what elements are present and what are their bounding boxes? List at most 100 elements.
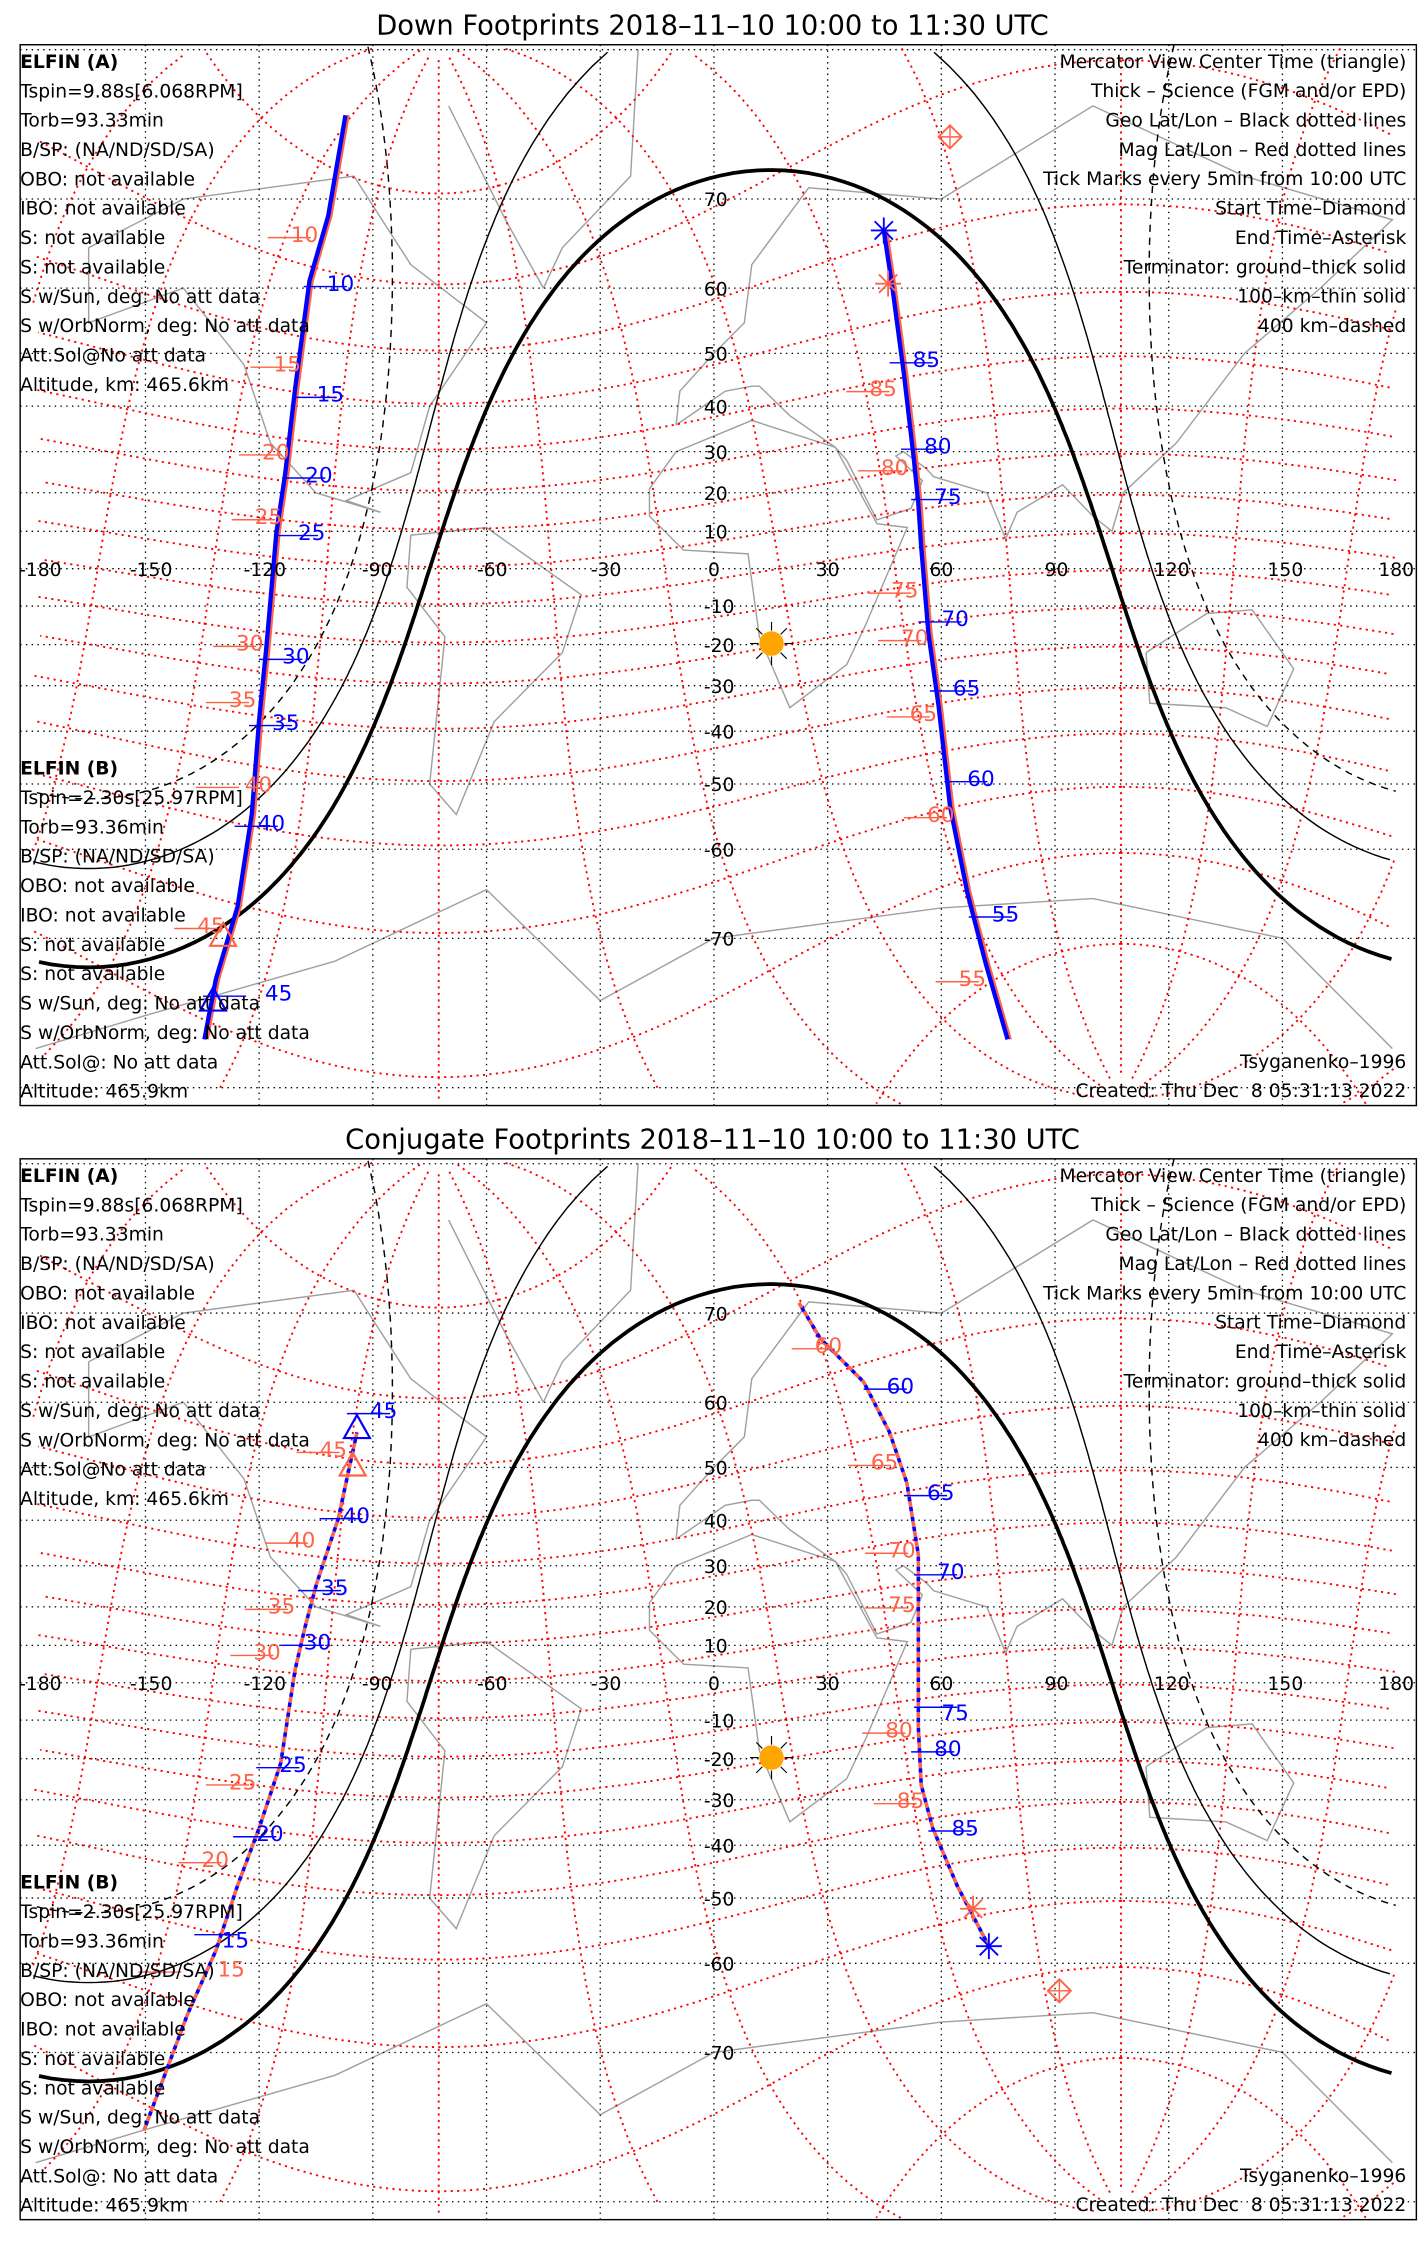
elfin-a-info-line: B/SP: (NA/ND/SD/SA) xyxy=(20,1254,214,1275)
start-time-diamond-icon xyxy=(937,124,963,150)
lat-label: -70 xyxy=(704,2044,735,2065)
time-tick-label: 65 xyxy=(910,702,937,727)
elfin-a-info-line: Altitude, km: 465.6km xyxy=(20,375,229,396)
lat-label: -60 xyxy=(704,840,735,861)
elfin-a-info-line: Att.Sol@No att data xyxy=(20,346,206,367)
legend-line: Mercator View Center Time (triangle) xyxy=(1060,52,1407,73)
lat-label: -50 xyxy=(704,1889,735,1910)
legend-line: Mercator View Center Time (triangle) xyxy=(1060,1166,1407,1187)
time-tick-label: 45 xyxy=(197,914,224,939)
mag-meridian xyxy=(694,1169,1103,2202)
down-footprints-panel: Down Footprints 2018–11–10 10:00 to 11:3… xyxy=(19,11,1418,1107)
time-tick-label: 25 xyxy=(279,1753,306,1778)
elfin-b-info-line: Att.Sol@: No att data xyxy=(20,1052,218,1073)
terminator-ground xyxy=(38,168,1392,970)
terminator-100km xyxy=(32,1165,1391,1984)
time-tick-label: 40 xyxy=(258,812,285,837)
lon-label: -60 xyxy=(477,560,508,581)
mag-meridian xyxy=(900,1162,1112,2195)
end-time-asterisk-icon xyxy=(875,270,902,297)
lon-label: -120 xyxy=(244,1674,286,1695)
terminator-100km xyxy=(32,51,1391,870)
lat-label: 30 xyxy=(704,443,728,464)
lat-label: 10 xyxy=(704,1637,728,1658)
time-tick-label: 40 xyxy=(288,1528,315,1553)
elfin-a-info-line: S: not available xyxy=(20,1342,165,1363)
mag-parallel xyxy=(33,852,1389,1079)
time-tick-label: 70 xyxy=(888,1539,915,1564)
mag-meridian xyxy=(505,1161,1099,2213)
map-frame xyxy=(19,44,1418,1107)
lon-label: 30 xyxy=(816,1674,840,1695)
mag-parallel xyxy=(36,1607,1390,1682)
elfin-b-name: ELFIN (B) xyxy=(20,759,118,780)
legend-line: Thick – Science (FGM and/or EPD) xyxy=(1090,1195,1406,1216)
lon-label: 0 xyxy=(708,1674,720,1695)
time-tick-label: 10 xyxy=(327,272,354,297)
map-frame xyxy=(19,1158,1418,2221)
created-timestamp: Created: Thu Dec 8 05:31:13 2022 xyxy=(1075,1081,1406,1102)
time-tick-label: 75 xyxy=(941,1701,968,1726)
elfin-a-info-line: Att.Sol@No att data xyxy=(20,1460,206,1481)
time-tick-label: 65 xyxy=(927,1481,954,1506)
lon-label: -150 xyxy=(130,1674,172,1695)
time-tick-label: 70 xyxy=(937,1560,964,1585)
time-tick-label: 25 xyxy=(229,1770,256,1795)
model-label: Tsyganenko–1996 xyxy=(1239,1052,1406,1073)
time-tick-label: 15 xyxy=(217,1957,244,1982)
time-tick-label: 85 xyxy=(897,1789,924,1814)
lat-label: 50 xyxy=(704,1459,728,1480)
elfin-b-info-line: Torb=93.36min xyxy=(19,817,164,838)
lat-label: -30 xyxy=(704,1791,735,1812)
legend-line: Geo Lat/Lon – Black dotted lines xyxy=(1105,110,1406,131)
time-tick-label: 15 xyxy=(222,1929,249,1954)
mag-parallel xyxy=(34,203,1387,352)
lon-label: 120 xyxy=(1154,560,1190,581)
legend-line: 100–km–thin solid xyxy=(1237,1401,1406,1422)
legend-line: Thick – Science (FGM and/or EPD) xyxy=(1090,81,1406,102)
lat-label: 20 xyxy=(704,484,728,505)
lon-label: -60 xyxy=(477,1674,508,1695)
mag-parallel xyxy=(38,59,1391,286)
time-tick-label: 75 xyxy=(891,578,918,603)
time-tick-label: 85 xyxy=(951,1816,978,1841)
time-tick-label: 40 xyxy=(343,1504,370,1529)
mag-parallel xyxy=(42,1566,1397,1645)
time-tick-label: 75 xyxy=(888,1593,915,1618)
coastline xyxy=(448,49,639,289)
lat-label: 70 xyxy=(704,190,728,211)
legend-line: 100–km–thin solid xyxy=(1237,287,1406,308)
mag-meridian xyxy=(31,1161,1395,2213)
elfin-a-info-line: S w/OrbNorm, deg: No att data xyxy=(20,1430,310,1451)
elfin-b-info-line: IBO: not available xyxy=(20,2020,186,2041)
elfin-b-track xyxy=(142,1431,359,2132)
mag-parallel xyxy=(42,452,1397,531)
time-tick-label: 65 xyxy=(953,676,980,701)
lon-label: -30 xyxy=(591,1674,622,1695)
elfin-a-info-line: S: not available xyxy=(20,257,165,278)
time-tick-label: 60 xyxy=(927,803,954,828)
lat-label: -60 xyxy=(704,1955,735,1976)
lon-label: 120 xyxy=(1154,1674,1190,1695)
mag-parallel xyxy=(41,1646,1395,1720)
legend-line: Tick Marks every 5min from 10:00 UTC xyxy=(1042,169,1406,190)
legend-line: Geo Lat/Lon – Black dotted lines xyxy=(1105,1225,1406,1246)
time-tick-label: 10 xyxy=(291,223,318,248)
coastline xyxy=(406,1640,583,1930)
mag-meridian xyxy=(457,1163,903,2220)
elfin-a-info-line: OBO: not available xyxy=(20,1283,195,1304)
lon-label: 60 xyxy=(929,560,953,581)
start-time-diamond-icon xyxy=(1046,1977,1073,2004)
time-tick-label: 25 xyxy=(298,521,325,546)
lat-label: 60 xyxy=(704,279,728,300)
time-tick-label: 30 xyxy=(253,1641,280,1666)
elfin-a-info-line: IBO: not available xyxy=(20,199,186,220)
lon-label: -180 xyxy=(19,1674,61,1695)
lat-label: 50 xyxy=(704,345,728,366)
lat-label: 10 xyxy=(704,523,728,544)
legend-line: Tick Marks every 5min from 10:00 UTC xyxy=(1042,1283,1406,1304)
time-tick-label: 70 xyxy=(941,607,968,632)
mag-parallel xyxy=(36,1900,1392,2049)
elfin-a-info-line: Torb=93.33min xyxy=(19,1225,164,1246)
lon-label: 180 xyxy=(1378,560,1414,581)
